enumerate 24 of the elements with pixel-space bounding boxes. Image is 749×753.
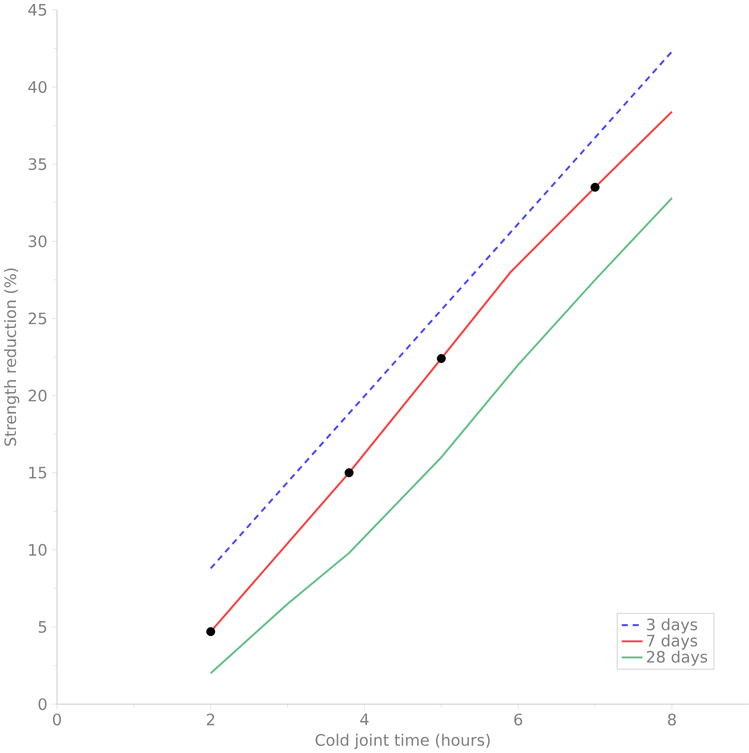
point <box>590 182 600 192</box>
y-tick-label: 35 <box>28 158 46 170</box>
y-tick-label: 45 <box>28 4 46 16</box>
y-tick-label: 5 <box>38 621 46 633</box>
x-tick-label: 0 <box>53 714 61 726</box>
y-tick-label: 30 <box>28 235 46 248</box>
y-tick-label: 15 <box>29 466 46 479</box>
y-axis-title: Strength reduction (%) <box>4 268 20 446</box>
legend-label: 7 days <box>647 634 698 650</box>
point <box>344 468 354 478</box>
legend-label: 3 days <box>647 618 698 634</box>
y-tick-label: 40 <box>28 81 46 93</box>
point <box>436 354 446 364</box>
point <box>206 627 216 636</box>
x-tick-label: 8 <box>668 714 676 726</box>
x-tick-label: 4 <box>360 714 369 726</box>
x-axis-title: Cold joint time (hours) <box>316 734 490 749</box>
y-tick-label: 0 <box>38 698 46 710</box>
y-tick-label: 20 <box>28 390 46 402</box>
y-tick-label: 25 <box>28 312 46 324</box>
x-tick-label: 6 <box>514 714 522 726</box>
y-tick-label: 10 <box>29 544 46 556</box>
x-tick-label: 2 <box>206 714 214 726</box>
legend-label: 28 days <box>646 650 708 666</box>
